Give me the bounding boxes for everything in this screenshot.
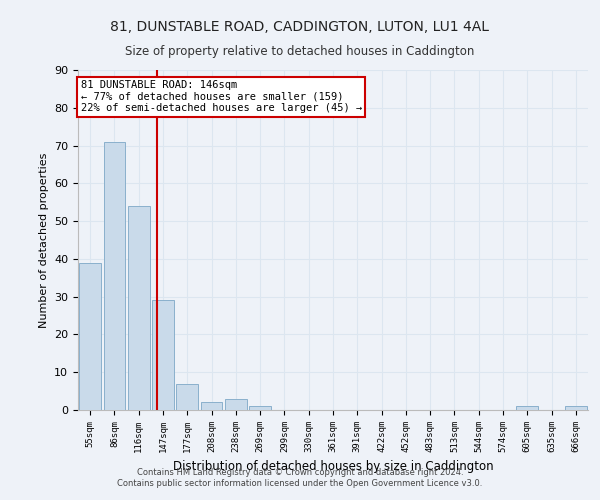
- Y-axis label: Number of detached properties: Number of detached properties: [38, 152, 49, 328]
- X-axis label: Distribution of detached houses by size in Caddington: Distribution of detached houses by size …: [173, 460, 493, 473]
- Bar: [79, 262, 101, 410]
- Text: Size of property relative to detached houses in Caddington: Size of property relative to detached ho…: [125, 45, 475, 58]
- Bar: [249, 406, 271, 410]
- Text: 81 DUNSTABLE ROAD: 146sqm
← 77% of detached houses are smaller (159)
22% of semi: 81 DUNSTABLE ROAD: 146sqm ← 77% of detac…: [80, 80, 362, 114]
- Bar: [176, 384, 198, 410]
- Bar: [565, 406, 587, 410]
- Bar: [104, 142, 125, 410]
- Bar: [225, 398, 247, 410]
- Text: 81, DUNSTABLE ROAD, CADDINGTON, LUTON, LU1 4AL: 81, DUNSTABLE ROAD, CADDINGTON, LUTON, L…: [110, 20, 490, 34]
- Bar: [128, 206, 149, 410]
- Bar: [152, 300, 174, 410]
- Bar: [200, 402, 223, 410]
- Text: Contains HM Land Registry data © Crown copyright and database right 2024.
Contai: Contains HM Land Registry data © Crown c…: [118, 468, 482, 487]
- Bar: [517, 406, 538, 410]
